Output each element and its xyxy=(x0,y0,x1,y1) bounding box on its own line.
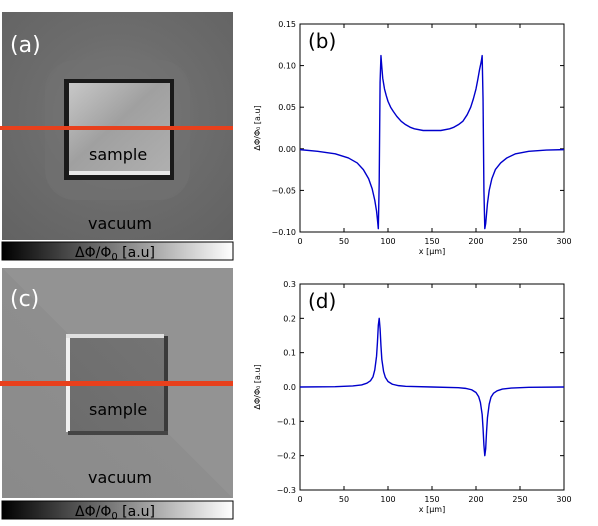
x-tick-label: 0 xyxy=(297,495,302,504)
x-axis-label: x [μm] xyxy=(419,505,445,514)
plot-frame xyxy=(299,23,565,233)
x-tick-label: 250 xyxy=(512,237,527,246)
panel-c-sample-label: sample xyxy=(89,400,147,419)
panel-a-cut-line xyxy=(0,126,233,130)
x-tick-label: 50 xyxy=(339,495,349,504)
panel-a-colorbar xyxy=(1,241,234,261)
panel-a: (a) sample vacuum ΔΦ/Φ0 [a.u] xyxy=(0,12,234,263)
y-tick-label: 0.1 xyxy=(283,349,296,358)
x-tick-label: 150 xyxy=(424,495,439,504)
y-tick-label: 0.2 xyxy=(283,314,296,323)
panel-a-colorbar-label: ΔΦ/Φ0 [a.u] xyxy=(75,245,155,263)
x-tick-label: 300 xyxy=(556,495,571,504)
x-tick-label: 100 xyxy=(380,495,395,504)
y-axis-label: ΔΦ/Φ₀ [a.u] xyxy=(253,364,262,409)
panel-c-vacuum-label: vacuum xyxy=(88,468,152,487)
panel-c-label: (c) xyxy=(10,287,39,312)
y-tick-label: −0.3 xyxy=(277,486,296,495)
y-tick-label: −0.10 xyxy=(271,228,296,237)
x-tick-label: 200 xyxy=(468,237,483,246)
y-tick-label: 0.3 xyxy=(283,280,296,289)
x-axis-label: x [μm] xyxy=(419,247,445,256)
panel-c-cut-line xyxy=(0,381,233,386)
y-tick-label: −0.2 xyxy=(277,452,296,461)
y-axis-label: ΔΦ/Φ₀ [a.u] xyxy=(253,105,262,150)
x-tick-label: 300 xyxy=(556,237,571,246)
chart-panel-label: (b) xyxy=(308,29,336,53)
y-tick-label: −0.1 xyxy=(277,417,296,426)
chart-d: 0 50 100 150 200 250 300 −0.3 −0.2 −0.1 0.0 0.1 0.2 0… xyxy=(253,280,572,514)
panel-a-sample-label: sample xyxy=(89,145,147,164)
y-tick-label: 0.0 xyxy=(283,383,296,392)
x-tick-label: 100 xyxy=(380,237,395,246)
panel-c: (c) sample vacuum ΔΦ/Φ0 [a.u] xyxy=(0,268,234,522)
panel-a-label: (a) xyxy=(10,33,41,58)
chart-panel-label: (d) xyxy=(308,289,336,313)
y-tick-label: 0.00 xyxy=(278,145,296,154)
panel-a-sample-bright-edge xyxy=(69,171,170,175)
panel-c-sample-top-edge xyxy=(66,334,164,338)
x-tick-label: 150 xyxy=(424,237,439,246)
x-tick-label: 250 xyxy=(512,495,527,504)
y-tick-label: 0.15 xyxy=(278,20,296,29)
panel-c-sample-bottom-edge xyxy=(68,431,168,435)
x-tick-label: 0 xyxy=(297,237,302,246)
y-tick-label: −0.05 xyxy=(271,186,296,195)
panel-c-colorbar-label: ΔΦ/Φ0 [a.u] xyxy=(75,504,155,522)
series-line xyxy=(299,317,565,457)
y-tick-label: 0.05 xyxy=(278,103,296,112)
chart-b: 0 50 100 150 200 250 300 −0.10 −0.05 0.00 0.05 0.10… xyxy=(253,20,572,256)
x-tick-label: 200 xyxy=(468,495,483,504)
panel-a-vacuum-label: vacuum xyxy=(88,214,152,233)
panel-c-colorbar xyxy=(1,500,234,520)
x-tick-label: 50 xyxy=(339,237,349,246)
y-tick-label: 0.10 xyxy=(278,62,296,71)
series-line xyxy=(299,54,565,230)
